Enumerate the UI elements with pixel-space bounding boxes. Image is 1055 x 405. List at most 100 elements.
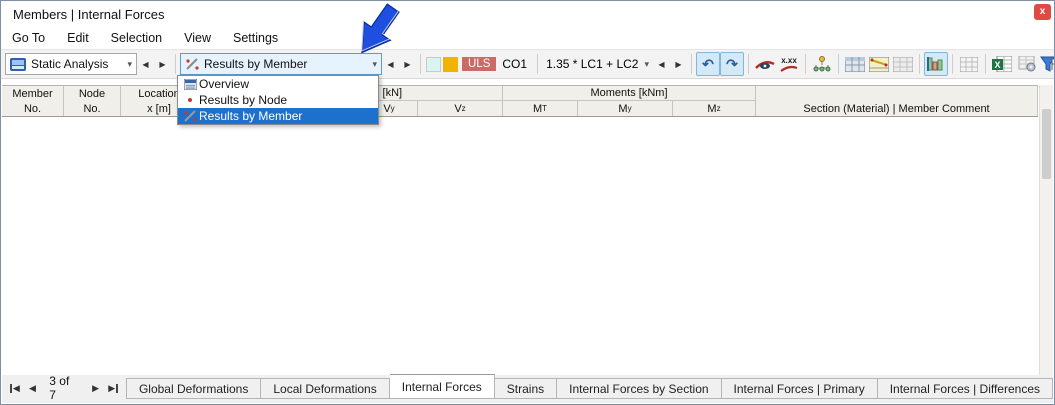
last-table-button[interactable]: ▶: [104, 383, 122, 393]
hierarchy-icon: [813, 56, 831, 72]
analysis-combo[interactable]: Static Analysis ▾: [5, 53, 137, 75]
chevron-down-icon: ▾: [644, 58, 649, 69]
dropdown-item-results-by-member[interactable]: Results by Member: [178, 108, 378, 124]
analysis-combo-value: Static Analysis: [31, 57, 109, 71]
toolbar-separator: [175, 54, 176, 74]
header-member: Member: [2, 86, 64, 101]
overview-icon: [181, 78, 199, 90]
menu-edit[interactable]: Edit: [67, 31, 89, 45]
eye-diagram-icon: [755, 61, 775, 69]
analysis-next-button[interactable]: ▶: [159, 59, 166, 69]
analysis-prev-button[interactable]: ◀: [142, 59, 149, 69]
header-node-no: No.: [64, 101, 121, 116]
toolbar-separator: [952, 54, 953, 74]
results-by-member-icon: [181, 109, 199, 123]
dropdown-item-label: Results by Node: [199, 93, 288, 107]
menu-selection[interactable]: Selection: [110, 31, 163, 45]
results-next-button[interactable]: ▶: [404, 59, 411, 69]
diagram-panel-button[interactable]: [924, 52, 948, 76]
title-bar: Members | Internal Forces: [1, 1, 1054, 27]
svg-text:X: X: [994, 60, 1000, 70]
load-combo-value: 1.35 * LC1 + LC2: [546, 57, 639, 71]
toolbar-separator: [919, 54, 920, 74]
results-combo-value: Results by Member: [204, 57, 308, 71]
menu-settings[interactable]: Settings: [232, 31, 279, 45]
tab-internal-forces-primary[interactable]: Internal Forces | Primary: [721, 378, 878, 399]
undo-view-button[interactable]: ↶: [696, 52, 720, 76]
xxx-values-icon: x.xx: [780, 56, 798, 72]
dropdown-item-overview[interactable]: Overview: [178, 76, 378, 92]
excel-export-icon: X: [992, 56, 1012, 72]
window-title: Members | Internal Forces: [13, 6, 165, 22]
toolbar-separator: [805, 54, 806, 74]
color-swatch-cyan[interactable]: [426, 56, 441, 72]
chevron-down-icon: ▾: [372, 58, 377, 69]
menu-view[interactable]: View: [184, 31, 211, 45]
results-by-node-icon: [181, 95, 199, 105]
menu-bar: Go To Edit Selection View Settings: [1, 27, 1054, 49]
table-icon: [845, 56, 865, 72]
tab-internal-forces-by-section[interactable]: Internal Forces by Section: [557, 378, 722, 399]
undo-arrow-icon: ↶: [702, 56, 714, 72]
tab-strains[interactable]: Strains: [494, 378, 558, 399]
load-combo[interactable]: 1.35 * LC1 + LC2 ▾: [542, 57, 653, 71]
bar-chart-icon: [927, 57, 943, 71]
toolbar-separator: [691, 54, 692, 74]
results-dropdown: Overview Results by Node Results by Member: [177, 75, 379, 125]
excel-settings-button[interactable]: [1014, 52, 1038, 76]
result-tree-button[interactable]: [810, 52, 834, 76]
tab-global-deformations[interactable]: Global Deformations: [125, 378, 262, 399]
menu-go-to[interactable]: Go To: [12, 31, 46, 45]
filter-funnel-icon: [1040, 56, 1054, 72]
table-gray-icon: [893, 56, 913, 72]
filter-button[interactable]: [1038, 52, 1054, 76]
color-swatch-amber[interactable]: [443, 56, 458, 72]
grid-icon: [960, 56, 978, 72]
dropdown-item-label: Results by Member: [199, 109, 303, 123]
load-prev-button[interactable]: ◀: [658, 59, 665, 69]
table-yellow-icon: [869, 56, 889, 72]
uls-badge: ULS: [462, 57, 497, 71]
tab-nav: ◀ ◀ 3 of 7 ▶ ▶: [2, 374, 126, 402]
results-table: Member Node Location Forces [kN] Moments…: [2, 85, 1038, 375]
grid-view-button[interactable]: [957, 52, 981, 76]
results-by-member-icon: [185, 57, 199, 71]
table-disabled-button[interactable]: [891, 52, 915, 76]
scrollbar-thumb[interactable]: [1042, 109, 1051, 179]
prev-table-button[interactable]: ◀: [29, 382, 36, 393]
header-moments-group: Moments [kNm]: [503, 86, 756, 101]
toolbar-separator: [537, 54, 539, 74]
export-excel-button[interactable]: X: [990, 52, 1014, 76]
next-table-button[interactable]: ▶: [92, 382, 99, 393]
results-combo[interactable]: Results by Member ▾: [180, 53, 382, 75]
table-results-button[interactable]: [867, 52, 891, 76]
table-view-button[interactable]: [843, 52, 867, 76]
table-header-sub-row: No. No. x [m] N Vy Vz MT My Mz Section (…: [2, 101, 1038, 117]
redo-view-button[interactable]: ↷: [720, 52, 744, 76]
combination-label: CO1: [502, 57, 528, 71]
show-values-button[interactable]: x.xx: [777, 52, 801, 76]
load-next-button[interactable]: ▶: [675, 59, 682, 69]
tab-internal-forces[interactable]: Internal Forces: [389, 374, 495, 399]
show-results-button[interactable]: [753, 52, 777, 76]
results-prev-button[interactable]: ◀: [387, 59, 394, 69]
vertical-scrollbar[interactable]: [1039, 85, 1053, 375]
dropdown-item-results-by-node[interactable]: Results by Node: [178, 92, 378, 108]
excel-settings-icon: [1018, 56, 1036, 72]
table-header-group-row: Member Node Location Forces [kN] Moments…: [2, 86, 1038, 101]
first-table-button[interactable]: ◀: [6, 383, 24, 393]
toolbar-separator: [420, 54, 421, 74]
close-button[interactable]: x: [1034, 4, 1051, 20]
header-section: Section (Material) | Member Comment: [756, 101, 1038, 116]
tab-internal-forces-differences[interactable]: Internal Forces | Differences: [877, 378, 1053, 399]
header-node: Node: [64, 86, 121, 101]
chevron-down-icon: ▾: [127, 58, 132, 69]
tab-bar: ◀ ◀ 3 of 7 ▶ ▶ Global Deformations Local …: [2, 374, 1053, 403]
tab-local-deformations[interactable]: Local Deformations: [261, 378, 390, 399]
